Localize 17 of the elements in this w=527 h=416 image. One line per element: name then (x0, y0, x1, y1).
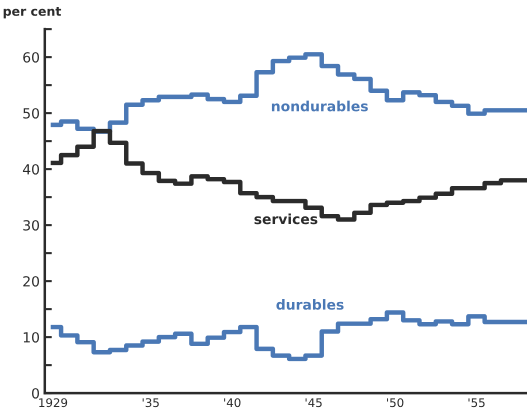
x-tick-label: '55 (468, 398, 485, 408)
x-tick-label: 1929 (39, 398, 68, 408)
y-tick-label: 40 (22, 164, 40, 175)
y-axis-title: per cent (4, 6, 62, 18)
y-tick-label: 20 (23, 276, 40, 287)
y-tick-label: 30 (23, 220, 40, 231)
annotation: services (254, 214, 318, 224)
annotation: nondurables (272, 100, 368, 112)
x-tick-label: '45 (306, 398, 322, 408)
y-tick-label: 10 (24, 332, 40, 343)
y-tick-label: 0 (32, 388, 40, 399)
x-tick-label: '50 (387, 398, 404, 408)
y-tick-label: 60 (23, 52, 40, 63)
x-tick-label: '35 (142, 398, 159, 408)
x-tick-label: '40 (224, 398, 240, 408)
annotation: durables (276, 299, 344, 310)
y-tick-label: 50 (23, 108, 40, 119)
